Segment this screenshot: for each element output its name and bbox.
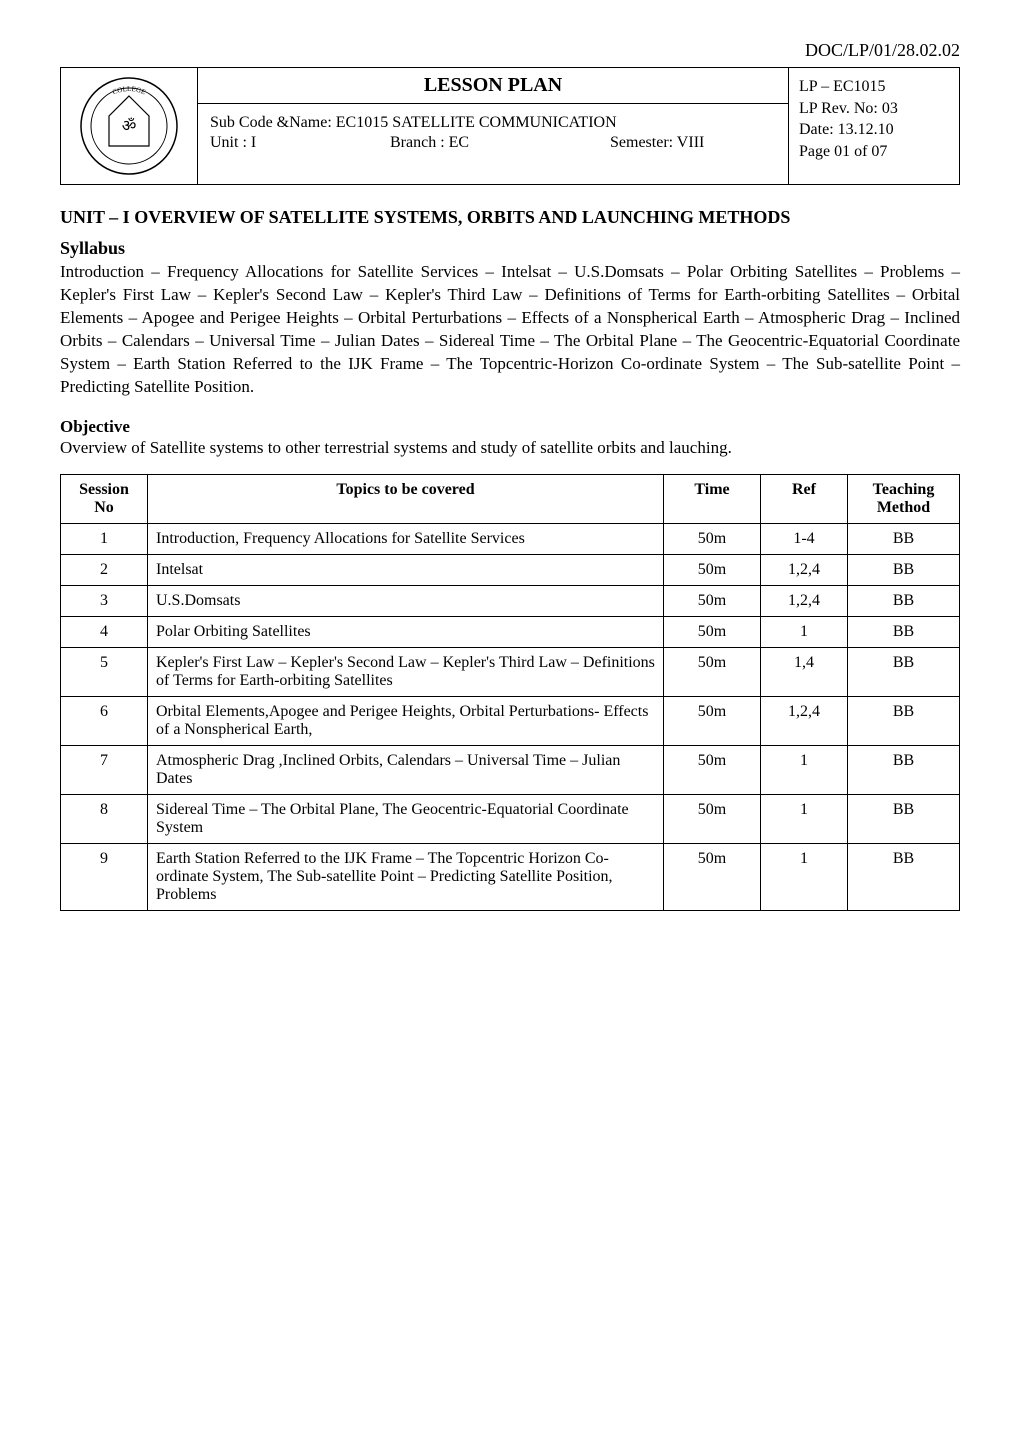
cell-topics: Sidereal Time – The Orbital Plane, The G… — [148, 794, 664, 843]
col-header-method: Teaching Method — [848, 474, 960, 523]
cell-ref: 1,2,4 — [761, 585, 848, 616]
cell-method: BB — [848, 523, 960, 554]
cell-topics: Polar Orbiting Satellites — [148, 616, 664, 647]
cell-session: 8 — [61, 794, 148, 843]
cell-time: 50m — [664, 794, 761, 843]
cell-topics: Kepler's First Law – Kepler's Second Law… — [148, 647, 664, 696]
lp-code: LP – EC1015 — [799, 76, 949, 98]
table-row: 7 Atmospheric Drag ,Inclined Orbits, Cal… — [61, 745, 960, 794]
lesson-plan-title: LESSON PLAN — [198, 68, 788, 104]
cell-time: 50m — [664, 647, 761, 696]
doc-reference: DOC/LP/01/28.02.02 — [60, 40, 960, 61]
cell-time: 50m — [664, 554, 761, 585]
cell-time: 50m — [664, 523, 761, 554]
cell-method: BB — [848, 696, 960, 745]
cell-time: 50m — [664, 843, 761, 910]
cell-time: 50m — [664, 696, 761, 745]
lp-page: Page 01 of 07 — [799, 141, 949, 163]
cell-method: BB — [848, 843, 960, 910]
table-body: 1 Introduction, Frequency Allocations fo… — [61, 523, 960, 910]
unit-heading-prefix: UNIT – I — [60, 207, 134, 227]
table-row: 6 Orbital Elements,Apogee and Perigee He… — [61, 696, 960, 745]
cell-method: BB — [848, 647, 960, 696]
table-row: 3 U.S.Domsats 50m 1,2,4 BB — [61, 585, 960, 616]
lesson-plan-header-box: ॐ COLLEGE LESSON PLAN Sub Code &Name: EC… — [60, 67, 960, 185]
cell-ref: 1 — [761, 794, 848, 843]
header-main: LESSON PLAN Sub Code &Name: EC1015 SATEL… — [198, 68, 788, 184]
cell-session: 4 — [61, 616, 148, 647]
table-row: 9 Earth Station Referred to the IJK Fram… — [61, 843, 960, 910]
cell-session: 2 — [61, 554, 148, 585]
unit-heading: UNIT – I OVERVIEW OF SATELLITE SYSTEMS, … — [60, 207, 960, 228]
sub-code-name: Sub Code &Name: EC1015 SATELLITE COMMUNI… — [210, 114, 776, 132]
cell-ref: 1 — [761, 843, 848, 910]
table-row: 4 Polar Orbiting Satellites 50m 1 BB — [61, 616, 960, 647]
objective-text: Overview of Satellite systems to other t… — [60, 437, 960, 460]
header-right-meta: LP – EC1015 LP Rev. No: 03 Date: 13.12.1… — [788, 68, 959, 184]
syllabus-label: Syllabus — [60, 238, 960, 259]
objective-label: Objective — [60, 417, 960, 437]
cell-method: BB — [848, 585, 960, 616]
cell-session: 1 — [61, 523, 148, 554]
cell-topics: Orbital Elements,Apogee and Perigee Heig… — [148, 696, 664, 745]
svg-text:COLLEGE: COLLEGE — [111, 85, 146, 96]
cell-ref: 1,2,4 — [761, 554, 848, 585]
branch-label: Branch : EC — [390, 134, 610, 152]
table-row: 2 Intelsat 50m 1,2,4 BB — [61, 554, 960, 585]
cell-time: 50m — [664, 616, 761, 647]
cell-method: BB — [848, 745, 960, 794]
table-header-row: Session No Topics to be covered Time Ref… — [61, 474, 960, 523]
cell-time: 50m — [664, 585, 761, 616]
semester-label: Semester: VIII — [610, 134, 704, 152]
cell-topics: Intelsat — [148, 554, 664, 585]
cell-session: 7 — [61, 745, 148, 794]
college-logo-cell: ॐ COLLEGE — [61, 68, 198, 184]
cell-session: 5 — [61, 647, 148, 696]
unit-label: Unit : I — [210, 134, 390, 152]
syllabus-text: Introduction – Frequency Allocations for… — [60, 261, 960, 399]
table-row: 5 Kepler's First Law – Kepler's Second L… — [61, 647, 960, 696]
cell-topics: Earth Station Referred to the IJK Frame … — [148, 843, 664, 910]
cell-topics: U.S.Domsats — [148, 585, 664, 616]
lp-date: Date: 13.12.10 — [799, 119, 949, 141]
col-header-topics: Topics to be covered — [148, 474, 664, 523]
cell-session: 6 — [61, 696, 148, 745]
cell-method: BB — [848, 794, 960, 843]
cell-time: 50m — [664, 745, 761, 794]
cell-topics: Introduction, Frequency Allocations for … — [148, 523, 664, 554]
cell-method: BB — [848, 616, 960, 647]
college-logo-icon: ॐ COLLEGE — [79, 76, 179, 176]
table-row: 8 Sidereal Time – The Orbital Plane, The… — [61, 794, 960, 843]
cell-topics: Atmospheric Drag ,Inclined Orbits, Calen… — [148, 745, 664, 794]
col-header-session: Session No — [61, 474, 148, 523]
svg-text:ॐ: ॐ — [122, 117, 137, 135]
col-header-ref: Ref — [761, 474, 848, 523]
cell-ref: 1-4 — [761, 523, 848, 554]
unit-heading-title: OVERVIEW OF SATELLITE SYSTEMS, ORBITS AN… — [134, 207, 790, 227]
table-row: 1 Introduction, Frequency Allocations fo… — [61, 523, 960, 554]
cell-ref: 1,4 — [761, 647, 848, 696]
cell-session: 9 — [61, 843, 148, 910]
cell-session: 3 — [61, 585, 148, 616]
cell-ref: 1 — [761, 616, 848, 647]
header-sub-row: Sub Code &Name: EC1015 SATELLITE COMMUNI… — [198, 104, 788, 162]
cell-method: BB — [848, 554, 960, 585]
cell-ref: 1,2,4 — [761, 696, 848, 745]
lp-rev: LP Rev. No: 03 — [799, 98, 949, 120]
sessions-table: Session No Topics to be covered Time Ref… — [60, 474, 960, 911]
col-header-time: Time — [664, 474, 761, 523]
cell-ref: 1 — [761, 745, 848, 794]
